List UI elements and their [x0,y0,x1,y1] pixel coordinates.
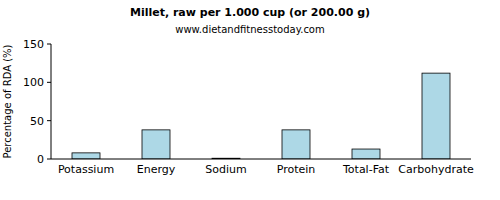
x-tick-label: Carbohydrate [398,163,474,176]
bars [72,73,450,159]
x-tick-label: Sodium [205,163,246,176]
x-tick-label: Energy [137,163,176,176]
y-tick [47,120,51,121]
subtitle: www.dietandfitnesstoday.com [175,24,324,35]
x-tick-label: Protein [277,163,316,176]
y-tick-label: 100 [23,76,44,89]
bar [72,153,100,159]
x-tick-label: Potassium [58,163,114,176]
bar [282,130,310,159]
y-axis-label: Percentage of RDA (%) [2,44,13,158]
x-axis [51,159,471,160]
bar [142,130,170,159]
bar [352,149,380,159]
bar [422,73,450,159]
y-tick [47,159,51,160]
y-axis [51,44,52,159]
y-tick [47,44,51,45]
y-tick [47,82,51,83]
title: Millet, raw per 1.000 cup (or 200.00 g) [130,6,370,19]
y-tick-label: 50 [30,115,44,128]
x-tick-label: Total-Fat [342,163,390,176]
y-tick-label: 0 [37,153,44,166]
chart: Millet, raw per 1.000 cup (or 200.00 g) w… [0,0,500,200]
y-tick-label: 150 [23,38,44,51]
